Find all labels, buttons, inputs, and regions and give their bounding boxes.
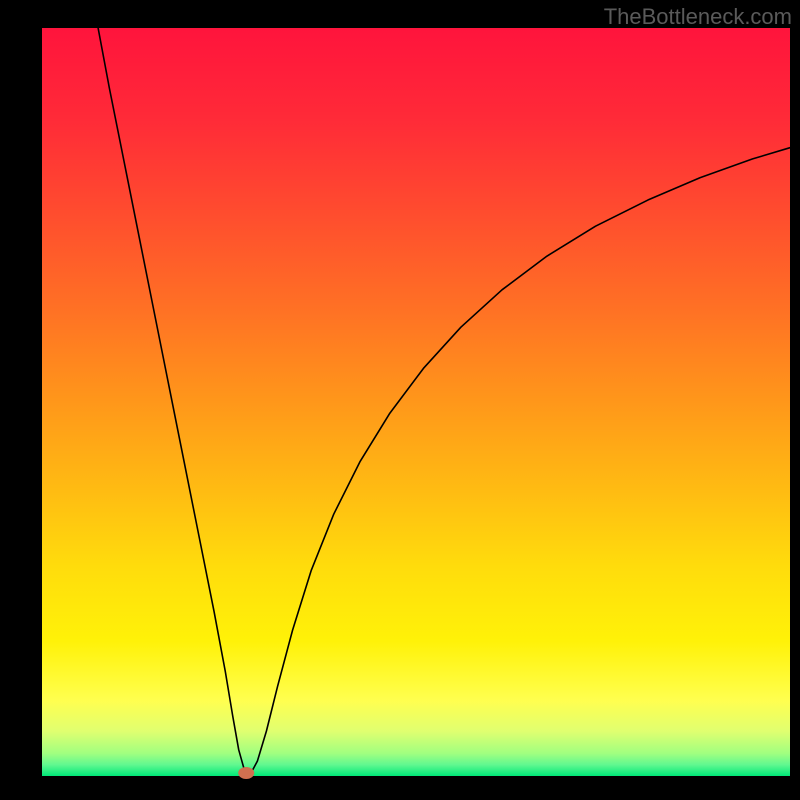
bottleneck-chart-svg	[0, 0, 800, 800]
chart-container: TheBottleneck.com	[0, 0, 800, 800]
watermark-text: TheBottleneck.com	[604, 4, 792, 30]
plot-area-gradient	[42, 28, 790, 776]
curve-minimum-marker	[238, 767, 254, 779]
